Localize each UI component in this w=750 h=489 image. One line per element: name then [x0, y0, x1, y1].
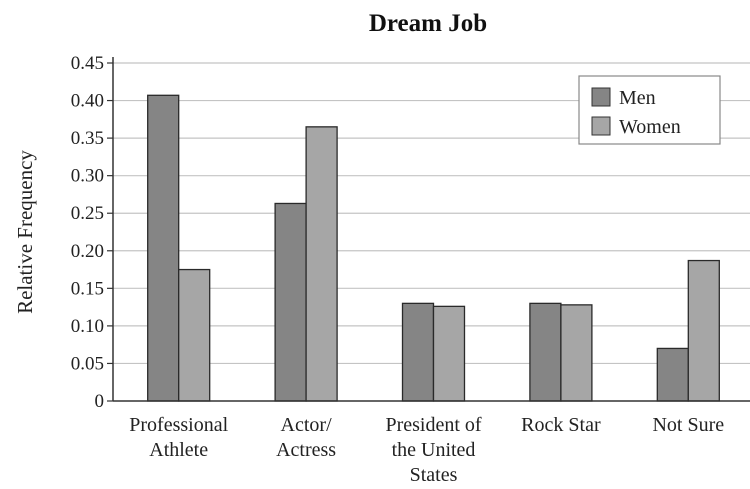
legend-swatch-men	[591, 87, 611, 107]
category-label: Actor/Actress	[276, 414, 336, 461]
bar-women-1	[305, 126, 338, 402]
category-labels: Professional Athlete Actor/Actress Presiden…	[129, 414, 724, 486]
legend-swatch-women	[591, 116, 611, 136]
y-tick-label: 0.45	[71, 53, 104, 74]
category-label-line: President of	[385, 414, 481, 436]
y-tick-label: 0.15	[71, 278, 104, 299]
y-tick-label: 0.20	[71, 241, 104, 262]
category-label-line: Actor/	[281, 414, 333, 436]
category-label-line: the United	[392, 439, 476, 461]
legend-label-women: Women	[619, 116, 681, 138]
bars	[147, 94, 720, 402]
y-tick-label: 0.35	[71, 128, 104, 149]
legend-label-men: Men	[619, 87, 656, 109]
bar-men-4	[656, 347, 689, 402]
chart-title: Dream Job	[369, 10, 487, 37]
y-tick-label: 0.30	[71, 166, 104, 187]
bar-men-3	[529, 302, 562, 402]
bar-men-1	[274, 202, 307, 402]
category-label-line: Rock Star	[521, 414, 601, 436]
category-label-line: Actress	[276, 439, 336, 461]
bar-men-0	[147, 94, 180, 402]
y-tick-label: 0.25	[71, 203, 104, 224]
y-tick-label: 0.05	[71, 353, 104, 374]
y-axis-title: Relative Frequency	[13, 150, 37, 314]
bar-women-0	[178, 268, 211, 402]
y-tick-label: 0.10	[71, 316, 104, 337]
bar-men-2	[401, 302, 435, 402]
category-label-line: Professional	[129, 414, 228, 436]
axes	[107, 57, 750, 402]
category-label-line: States	[410, 464, 458, 486]
y-tick-labels: 0 0.05 0.10 0.15 0.20 0.25 0.30 0.35 0.40 0.45	[71, 53, 104, 412]
category-label: Rock Star	[521, 414, 601, 436]
category-label: Professional Athlete	[129, 414, 228, 461]
y-tick-label: 0.40	[71, 91, 104, 112]
bar-women-2	[432, 305, 466, 402]
category-label-line: Athlete	[149, 439, 208, 461]
y-tick-label: 0	[95, 391, 105, 412]
gridlines	[113, 62, 750, 365]
category-label: Not Sure	[652, 414, 724, 436]
category-label: President of the United States	[385, 414, 481, 486]
category-label-line: Not Sure	[652, 414, 724, 436]
legend: Men Women	[578, 75, 721, 145]
bar-women-4	[687, 259, 720, 402]
bar-women-3	[560, 304, 593, 402]
